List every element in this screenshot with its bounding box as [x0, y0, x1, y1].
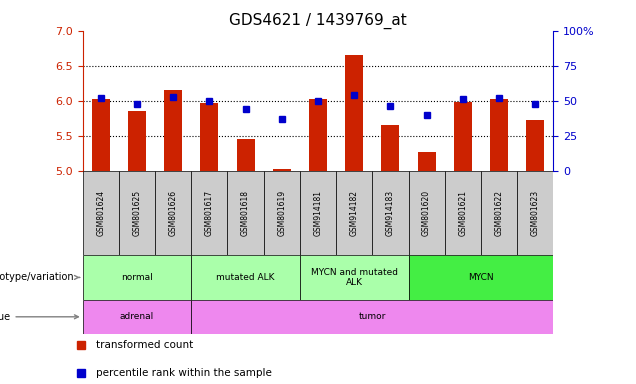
Bar	[128, 111, 146, 171]
Text: GSM914183: GSM914183	[386, 190, 395, 236]
Bar	[237, 139, 254, 171]
Text: GSM801626: GSM801626	[169, 190, 177, 236]
Text: tumor: tumor	[359, 312, 386, 321]
Bar	[453, 101, 472, 171]
Bar	[408, 255, 553, 300]
Bar	[155, 171, 191, 255]
Bar	[517, 171, 553, 255]
Bar	[200, 103, 218, 171]
Bar	[300, 255, 408, 300]
Bar	[445, 171, 481, 255]
Text: genotype/variation: genotype/variation	[0, 272, 80, 283]
Text: adrenal: adrenal	[120, 312, 154, 321]
Bar	[418, 152, 436, 171]
Text: GSM801623: GSM801623	[530, 190, 540, 236]
Bar	[83, 171, 119, 255]
Text: GSM914181: GSM914181	[314, 190, 322, 236]
Text: GSM801620: GSM801620	[422, 190, 431, 236]
Bar	[228, 171, 264, 255]
Bar	[191, 171, 228, 255]
Bar	[382, 125, 399, 171]
Text: GSM801621: GSM801621	[459, 190, 467, 236]
Bar	[191, 255, 300, 300]
Bar	[481, 171, 517, 255]
Bar	[408, 171, 445, 255]
Bar	[526, 121, 544, 171]
Text: normal: normal	[121, 273, 153, 282]
Text: mutated ALK: mutated ALK	[216, 273, 275, 282]
Bar	[119, 171, 155, 255]
Bar	[273, 169, 291, 171]
Bar	[92, 99, 110, 171]
Text: GSM801618: GSM801618	[241, 190, 250, 236]
Text: GSM801619: GSM801619	[277, 190, 286, 236]
Text: MYCN and mutated
ALK: MYCN and mutated ALK	[311, 268, 398, 287]
Title: GDS4621 / 1439769_at: GDS4621 / 1439769_at	[229, 13, 407, 29]
Bar	[336, 171, 372, 255]
Bar	[83, 300, 191, 334]
Bar	[164, 90, 183, 171]
Bar	[300, 171, 336, 255]
Bar	[372, 171, 408, 255]
Text: GSM801622: GSM801622	[495, 190, 504, 236]
Text: transformed count: transformed count	[96, 340, 193, 350]
Text: MYCN: MYCN	[468, 273, 494, 282]
Text: tissue: tissue	[0, 312, 78, 322]
Bar	[264, 171, 300, 255]
Bar	[191, 300, 553, 334]
Text: GSM914182: GSM914182	[350, 190, 359, 236]
Text: GSM801617: GSM801617	[205, 190, 214, 236]
Text: percentile rank within the sample: percentile rank within the sample	[96, 368, 272, 378]
Bar	[83, 255, 191, 300]
Bar	[309, 99, 327, 171]
Bar	[345, 55, 363, 171]
Text: GSM801625: GSM801625	[132, 190, 141, 236]
Text: GSM801624: GSM801624	[96, 190, 106, 236]
Bar	[490, 99, 508, 171]
